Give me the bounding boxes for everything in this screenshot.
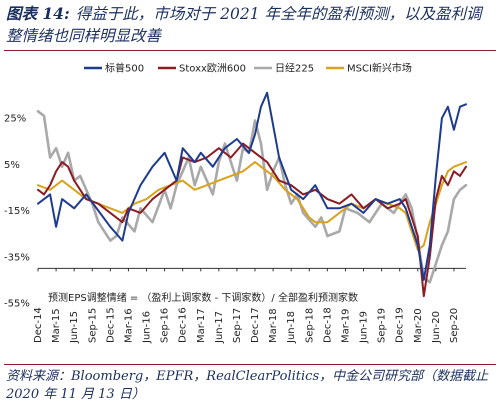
- x-tick-label: Jun-17: [214, 311, 225, 344]
- x-tick-label: Mar-20: [413, 308, 424, 343]
- plot-lines: [36, 91, 468, 298]
- x-tick-label: Sep-15: [87, 308, 98, 343]
- y-tick-label: 25%: [4, 114, 26, 125]
- source-rule: [4, 364, 496, 365]
- figure-label: 图表 14:: [6, 4, 70, 23]
- x-tick-label: Sep-18: [304, 308, 315, 343]
- x-tick-label: Mar-18: [268, 308, 279, 343]
- figure-title-text: 得益于此，市场对于 2021 年全年的盈利预测，以及盈利调整情绪也同样明显改善: [6, 5, 482, 45]
- x-tick-label: Mar-17: [196, 308, 207, 343]
- x-tick-label: Dec-15: [105, 307, 116, 343]
- chart-annotation: 预测EPS调整情绪 = （盈利上调家数 - 下调家数）/ 全部盈利预测家数: [48, 291, 358, 304]
- x-tick-label: Jun-18: [286, 311, 297, 344]
- y-tick-label: -55%: [4, 299, 30, 310]
- x-tick-label: Mar-16: [123, 308, 134, 343]
- x-tick-label: Jun-20: [431, 311, 442, 344]
- x-tick-label: Dec-18: [322, 307, 333, 343]
- chart-legend: 标普500 Stoxx欧洲600 日经225 MSCI新兴市场: [84, 62, 412, 75]
- legend-label: Stoxx欧洲600: [179, 63, 246, 75]
- x-tick-label: Sep-16: [160, 308, 171, 343]
- x-tick-label: Dec-16: [178, 307, 189, 343]
- source-note: 资料来源：Bloomberg，EPFR，RealClearPolitics，中金…: [6, 369, 489, 402]
- legend-label: 标普500: [105, 62, 144, 75]
- x-tick-label: Jun-19: [359, 311, 370, 344]
- y-tick-label: 5%: [4, 160, 20, 171]
- legend-label: MSCI新兴市场: [347, 62, 412, 75]
- x-tick-label: Sep-19: [377, 308, 388, 343]
- series-line: [37, 142, 467, 298]
- title-rule: [4, 50, 496, 51]
- x-tick-label: Sep-17: [232, 308, 243, 343]
- series-line: [37, 91, 467, 281]
- x-tick-label: Jun-16: [142, 311, 153, 344]
- figure-title: 图表 14: 得益于此，市场对于 2021 年全年的盈利预测，以及盈利调整情绪也同…: [6, 3, 494, 47]
- series-line: [37, 161, 467, 251]
- legend-label: 日经225: [275, 62, 314, 75]
- y-tick-label: -15%: [4, 206, 30, 217]
- series-line: [36, 110, 468, 284]
- x-tick-label: Mar-19: [340, 308, 351, 343]
- x-tick-label: Dec-17: [250, 307, 261, 343]
- y-axis: 25% 5% -15% -35% -55%: [4, 114, 30, 310]
- y-tick-label: -35%: [4, 252, 30, 263]
- x-axis: Dec-14 Mar-15 Jun-15 Sep-15 Dec-15 Mar-16 Jun-…: [33, 267, 466, 344]
- x-tick-label: Dec-14: [33, 307, 44, 343]
- x-tick-label: Dec-19: [395, 307, 406, 343]
- x-tick-label: Mar-15: [51, 308, 62, 343]
- x-tick-label: Jun-15: [69, 311, 80, 344]
- x-tick-label: Sep-20: [449, 308, 460, 343]
